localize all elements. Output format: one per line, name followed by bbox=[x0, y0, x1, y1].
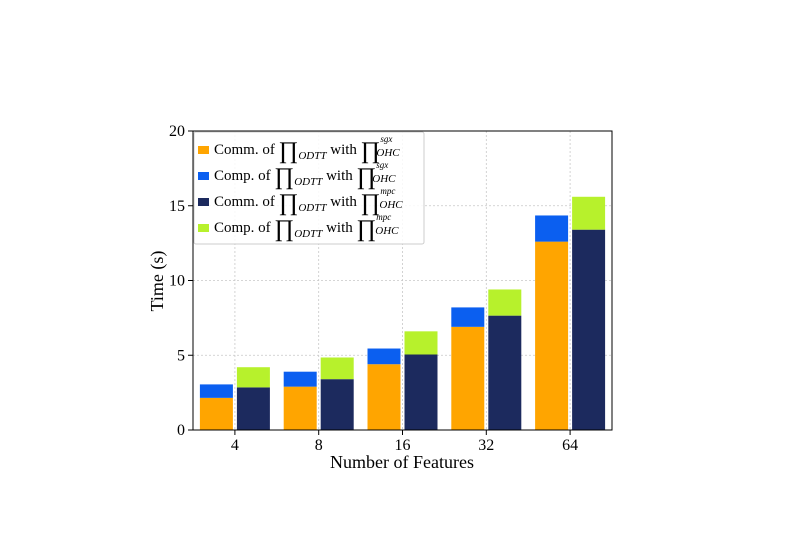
bar-mpc-8 bbox=[320, 379, 354, 430]
bar-mpc-32 bbox=[488, 289, 522, 316]
legend-label: Comm. of ∏ODTT with ∏mpc OHC bbox=[214, 186, 403, 216]
bar-sgx-64 bbox=[535, 241, 569, 430]
x-axis-title: Number of Features bbox=[330, 452, 474, 472]
x-tick-label: 4 bbox=[231, 437, 239, 454]
bar-sgx-8 bbox=[283, 371, 317, 387]
y-tick-label: 15 bbox=[169, 198, 185, 215]
x-tick-label: 32 bbox=[478, 437, 494, 454]
y-tick-label: 20 bbox=[169, 123, 185, 140]
y-tick-label: 5 bbox=[177, 347, 185, 364]
bar-sgx-16 bbox=[367, 364, 401, 430]
legend-label: Comp. of ∏ODTT with ∏sgx OHC bbox=[214, 160, 396, 190]
bar-mpc-16 bbox=[404, 331, 438, 355]
bar-sgx-8 bbox=[283, 386, 317, 430]
bar-mpc-32 bbox=[488, 315, 522, 430]
bar-mpc-4 bbox=[236, 367, 270, 388]
bar-mpc-64 bbox=[572, 196, 606, 230]
legend-swatch bbox=[198, 146, 209, 154]
legend-label: Comp. of ∏ODTT with ∏mpc OHC bbox=[214, 212, 399, 242]
bar-mpc-8 bbox=[320, 357, 354, 380]
x-tick-label: 64 bbox=[562, 437, 578, 454]
x-tick-label: 8 bbox=[315, 437, 323, 454]
y-tick-label: 0 bbox=[177, 422, 185, 439]
legend-box bbox=[193, 131, 425, 245]
bar-mpc-16 bbox=[404, 354, 438, 430]
x-tick-label: 16 bbox=[395, 437, 411, 454]
bar-sgx-4 bbox=[199, 384, 233, 398]
bar-sgx-32 bbox=[451, 326, 485, 430]
bar-sgx-16 bbox=[367, 348, 401, 365]
legend-label: Comm. of ∏ODTT with ∏sgx OHC bbox=[214, 134, 400, 164]
bar-layer bbox=[199, 196, 606, 430]
legend-swatch bbox=[198, 224, 209, 232]
bar-sgx-4 bbox=[199, 397, 233, 430]
legend-swatch bbox=[198, 172, 209, 180]
bar-mpc-4 bbox=[236, 387, 270, 430]
tick-layer: 0 5 10 15 20 4 8 16 32 64 bbox=[169, 123, 578, 454]
bar-sgx-32 bbox=[451, 307, 485, 327]
bar-sgx-64 bbox=[535, 215, 569, 242]
y-tick-label: 10 bbox=[169, 273, 185, 290]
bar-mpc-64 bbox=[572, 229, 606, 430]
y-axis-title: Time (s) bbox=[147, 251, 168, 312]
legend-swatch bbox=[198, 198, 209, 206]
